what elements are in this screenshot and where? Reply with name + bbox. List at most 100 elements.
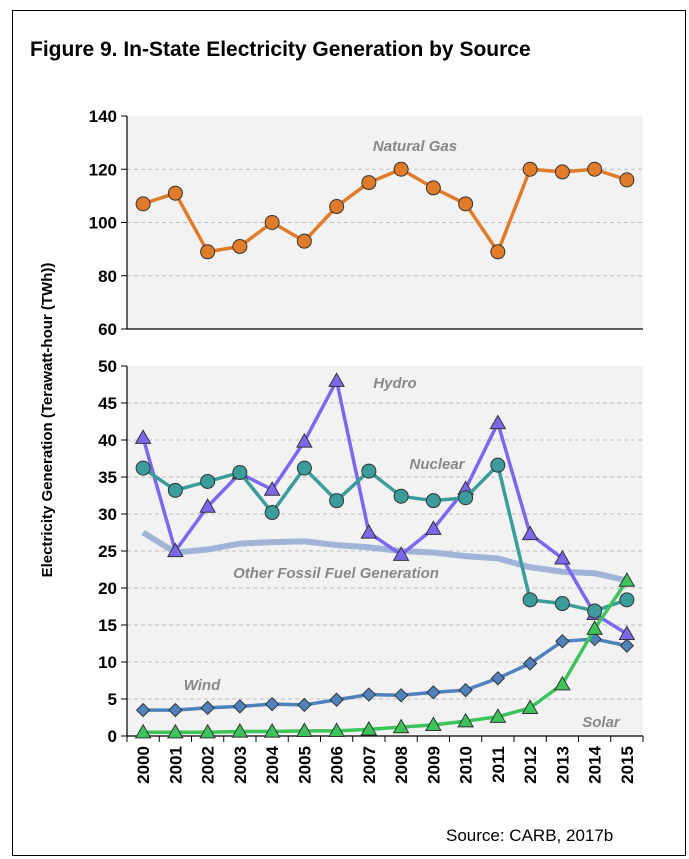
data-point [619, 592, 635, 608]
data-point [361, 175, 377, 191]
data-point [458, 196, 474, 212]
y-tick-label: 35 [98, 468, 117, 487]
data-point [328, 372, 345, 387]
series-line [142, 167, 628, 254]
data-point [489, 708, 507, 723]
data-point [296, 432, 313, 448]
hydro-label: Hydro [373, 375, 416, 392]
data-point [521, 525, 539, 541]
y-tick-label: 40 [98, 431, 117, 450]
series-natural-gas [135, 161, 635, 260]
data-point [200, 473, 216, 489]
x-tick-label: 2010 [457, 746, 476, 784]
data-point [199, 723, 216, 739]
data-point [489, 414, 507, 430]
series-line [141, 529, 628, 584]
data-point [264, 215, 280, 230]
data-point [296, 233, 312, 249]
series-line [143, 637, 628, 712]
data-point [555, 634, 570, 649]
data-point [296, 722, 313, 737]
data-point [522, 592, 538, 608]
data-point [263, 481, 281, 496]
y-tick-label: 80 [98, 267, 117, 286]
series-group [134, 161, 636, 739]
series-other-fossil-fuel-generation [141, 529, 628, 584]
data-point [263, 723, 281, 738]
x-tick-label: 2011 [489, 746, 508, 783]
data-point [392, 546, 410, 561]
data-point [425, 716, 442, 732]
data-point [296, 460, 312, 476]
x-tick-label: 2005 [295, 746, 314, 784]
data-point [457, 712, 474, 728]
x-tick-label: 2006 [328, 746, 347, 784]
solar-label: Solar [582, 714, 621, 731]
x-tick-label: 2002 [199, 746, 218, 784]
data-point [167, 185, 183, 201]
y-tick-label: 0 [108, 727, 117, 746]
y-tick-label: 60 [98, 320, 117, 339]
data-point [264, 696, 280, 712]
y-tick-label: 120 [89, 160, 117, 179]
wind-label: Wind [184, 677, 221, 694]
data-point [167, 723, 184, 739]
data-point [232, 238, 248, 254]
data-point [361, 687, 377, 702]
y-tick-label: 45 [98, 394, 117, 413]
x-tick-label: 2007 [360, 746, 379, 784]
x-tick-label: 2009 [424, 746, 443, 784]
x-tick-label: 2008 [392, 746, 411, 784]
x-tick-label: 2015 [618, 746, 637, 784]
series-line [142, 463, 628, 613]
data-point [231, 723, 249, 738]
data-point [522, 161, 538, 177]
other-fossil-label: Other Fossil Fuel Generation [233, 565, 439, 582]
tick-labels: 60 80 100 120 140 0 5 10 15 20 25 30 35 40 45 50 2000 200… [89, 107, 637, 784]
data-point [425, 180, 441, 196]
data-point [167, 482, 183, 498]
data-point [554, 596, 570, 612]
data-point [135, 196, 151, 212]
data-point [232, 465, 248, 481]
data-point [134, 723, 152, 739]
y-tick-label: 140 [89, 107, 117, 126]
data-point [490, 457, 506, 473]
data-point [587, 603, 603, 619]
figure-frame [12, 10, 686, 856]
series-nuclear [135, 457, 635, 619]
series-annotations: Natural Gas Hydro Nuclear Other Fossil F… [184, 138, 621, 731]
y-tick-label: 50 [98, 357, 117, 376]
x-tick-label: 2004 [263, 745, 282, 783]
data-point [490, 244, 506, 260]
data-point [458, 490, 474, 506]
series-wind [135, 631, 635, 718]
data-point [392, 718, 410, 734]
data-point [360, 523, 378, 539]
data-point [619, 638, 635, 653]
data-point [200, 244, 216, 260]
series-solar [134, 572, 636, 739]
series-hydro [134, 372, 636, 641]
data-point [393, 161, 409, 177]
data-point [134, 429, 152, 444]
data-point [554, 675, 571, 691]
x-tick-label: 2012 [521, 746, 540, 784]
data-point [490, 671, 506, 686]
data-point [329, 692, 344, 707]
data-point [426, 685, 441, 700]
data-point [360, 720, 378, 736]
y-tick-label: 5 [108, 690, 117, 709]
data-point [328, 722, 345, 737]
data-point [618, 572, 636, 587]
data-point [522, 656, 538, 671]
data-point [329, 493, 345, 509]
data-point [264, 505, 280, 521]
source-note: Source: CARB, 2017b [446, 826, 614, 845]
nuclear-label: Nuclear [409, 456, 465, 473]
data-point [521, 699, 539, 715]
data-point [554, 164, 570, 180]
data-point [425, 493, 441, 509]
y-tick-label: 15 [98, 616, 117, 635]
